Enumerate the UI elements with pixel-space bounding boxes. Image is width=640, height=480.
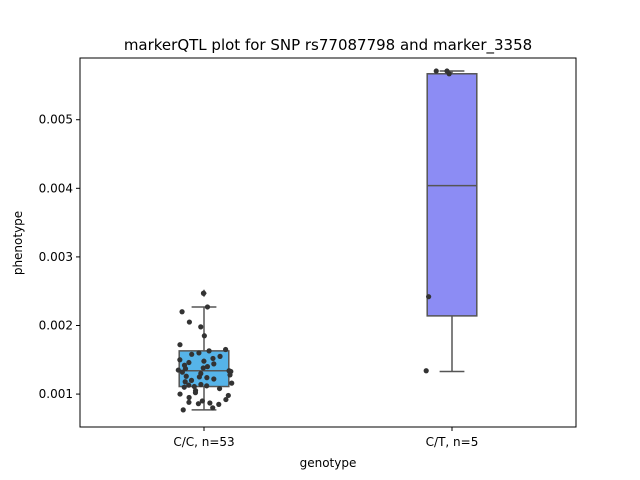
data-point <box>188 377 195 383</box>
data-point <box>201 333 207 339</box>
data-point <box>195 401 201 407</box>
data-point <box>204 383 210 389</box>
data-point <box>175 367 181 373</box>
box-group-0 <box>175 289 235 413</box>
data-point <box>182 379 188 385</box>
data-point <box>210 405 216 411</box>
data-point <box>225 392 231 399</box>
y-axis-label: phenotype <box>11 211 25 275</box>
data-point <box>186 399 192 405</box>
data-point <box>444 68 450 74</box>
data-point <box>426 294 432 300</box>
data-point <box>223 396 229 403</box>
data-point <box>183 373 189 379</box>
data-point <box>181 384 187 390</box>
x-axis-label: genotype <box>300 456 357 470</box>
data-point <box>229 380 235 386</box>
data-point <box>192 390 199 396</box>
data-point <box>216 401 222 407</box>
data-point <box>177 342 183 348</box>
data-point <box>204 375 210 381</box>
y-tick-label: 0.002 <box>39 318 73 332</box>
x-axis: C/C, n=53 C/T, n=5 <box>173 427 478 449</box>
data-point <box>227 372 233 378</box>
y-axis: 0.001 0.002 0.003 0.004 0.005 <box>39 113 80 401</box>
data-point <box>179 309 185 315</box>
data-point <box>196 374 202 380</box>
data-point <box>177 391 183 397</box>
data-point <box>179 369 185 375</box>
data-point <box>189 351 195 357</box>
data-point <box>207 400 213 406</box>
data-point <box>191 383 197 390</box>
y-tick-label: 0.004 <box>39 181 73 195</box>
box <box>426 73 478 317</box>
data-point <box>180 407 186 413</box>
data-point <box>186 382 192 388</box>
y-tick-label: 0.001 <box>39 387 73 401</box>
data-point <box>433 68 439 74</box>
y-tick-label: 0.003 <box>39 250 73 264</box>
data-point <box>211 376 217 382</box>
axes-frame <box>79 57 577 428</box>
data-point <box>196 350 202 356</box>
data-point <box>201 358 207 364</box>
data-point <box>186 394 192 401</box>
data-point <box>186 359 192 366</box>
plot-area <box>175 68 478 413</box>
data-point <box>204 364 211 370</box>
box-group-1 <box>423 68 478 374</box>
data-point <box>199 398 205 404</box>
data-point <box>177 357 183 363</box>
data-point <box>211 361 217 367</box>
data-point <box>198 381 204 388</box>
data-point <box>200 365 206 371</box>
data-point <box>216 385 223 392</box>
data-point <box>217 353 223 359</box>
data-point <box>200 290 207 296</box>
data-point <box>210 355 216 362</box>
data-point <box>423 368 429 374</box>
data-point <box>182 366 189 372</box>
x-tick-label: C/C, n=53 <box>173 435 234 449</box>
data-point <box>198 324 204 330</box>
data-point <box>223 346 229 353</box>
data-point <box>206 348 212 354</box>
data-point <box>204 304 211 310</box>
y-tick-label: 0.005 <box>39 113 73 127</box>
data-point <box>186 319 192 325</box>
chart-title: markerQTL plot for SNP rs77087798 and ma… <box>124 36 532 55</box>
x-tick-label: C/T, n=5 <box>426 435 479 449</box>
